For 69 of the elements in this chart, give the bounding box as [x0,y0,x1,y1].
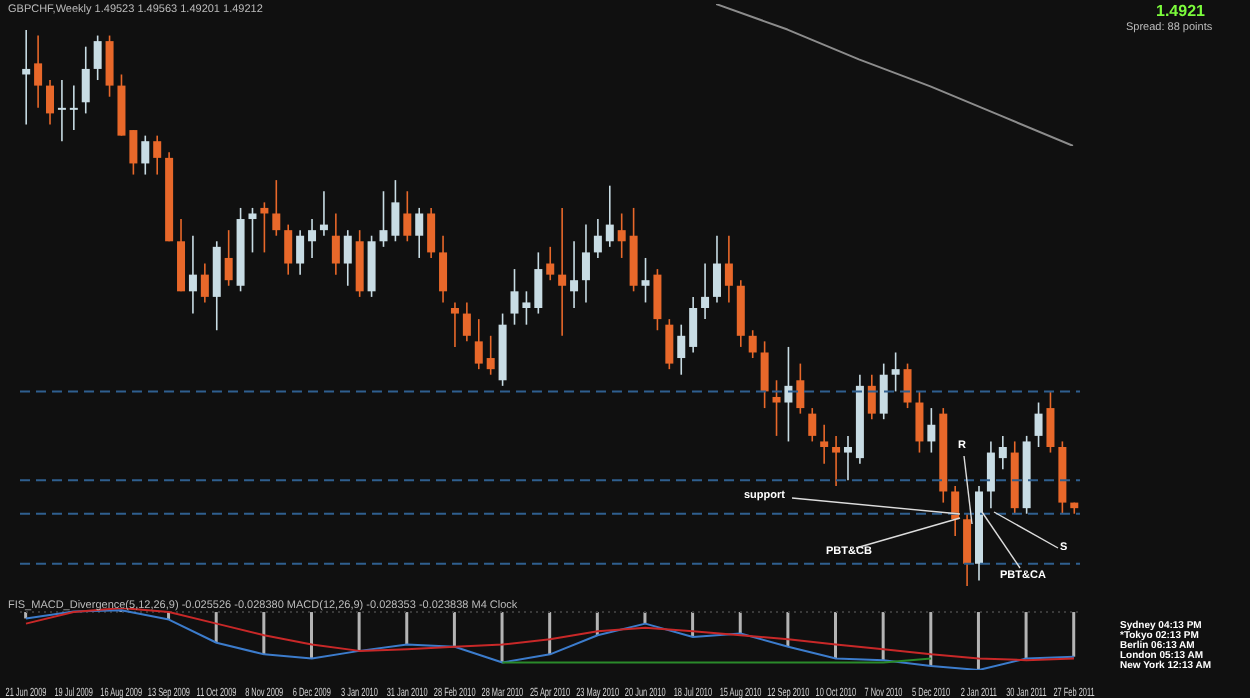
candlestick [784,346,793,443]
candlestick [701,262,710,320]
candlestick [141,134,150,176]
candlestick [891,351,900,393]
candlestick [272,179,281,237]
candlestick [105,34,114,98]
candlestick [403,190,412,243]
candlestick [22,30,31,126]
candlestick [439,234,448,304]
candlestick [46,79,55,126]
candlestick [153,134,162,176]
candlestick [81,45,90,115]
candlestick [927,407,936,454]
candlestick [808,407,817,443]
candlestick [296,229,305,276]
text: 1.4921 [1156,2,1205,20]
candlestick [450,301,459,348]
candlestick [486,335,495,376]
candlestick [677,323,686,376]
candlestick [641,257,650,304]
candlestick [581,223,590,304]
candlestick [1046,390,1055,454]
candlestick [308,218,317,259]
candlestick [331,212,340,276]
candlestick [820,423,829,465]
candlestick [986,440,995,509]
candlestick [998,435,1007,471]
candlestick [879,362,888,420]
candlestick [319,190,328,237]
candlestick [69,84,78,131]
candlestick [391,179,400,243]
candlestick [534,251,543,315]
candlestick [832,435,841,487]
candlestick [617,212,626,259]
candlestick [712,234,721,304]
candlestick [665,318,674,370]
candlestick [867,373,876,420]
candlestick [260,201,269,254]
candlestick [427,207,436,259]
candlestick [570,240,579,309]
candlestick [724,234,733,304]
candlestick [558,207,567,337]
candlestick [34,34,43,109]
candlestick [772,379,781,437]
candlestick [653,268,662,332]
candlestick [796,362,805,415]
candlestick [605,184,614,248]
candlestick [593,218,602,259]
candlestick [689,296,698,354]
candlestick [760,340,769,409]
candlestick [188,234,197,315]
candlestick [1034,401,1043,448]
candlestick [224,229,233,287]
candlestick [248,207,257,254]
candlestick [843,435,852,482]
candlestick [546,246,555,281]
candlestick [93,34,102,81]
candlestick [748,329,757,359]
candlestick [415,207,424,259]
candlestick [462,301,471,343]
candlestick [903,362,912,409]
candlestick [284,223,293,276]
candlestick [129,129,138,176]
candlestick [915,390,924,454]
candlestick [379,190,388,248]
candlestick [343,229,352,287]
candlestick [57,79,66,142]
candlestick [474,318,483,370]
candlestick [200,262,209,304]
